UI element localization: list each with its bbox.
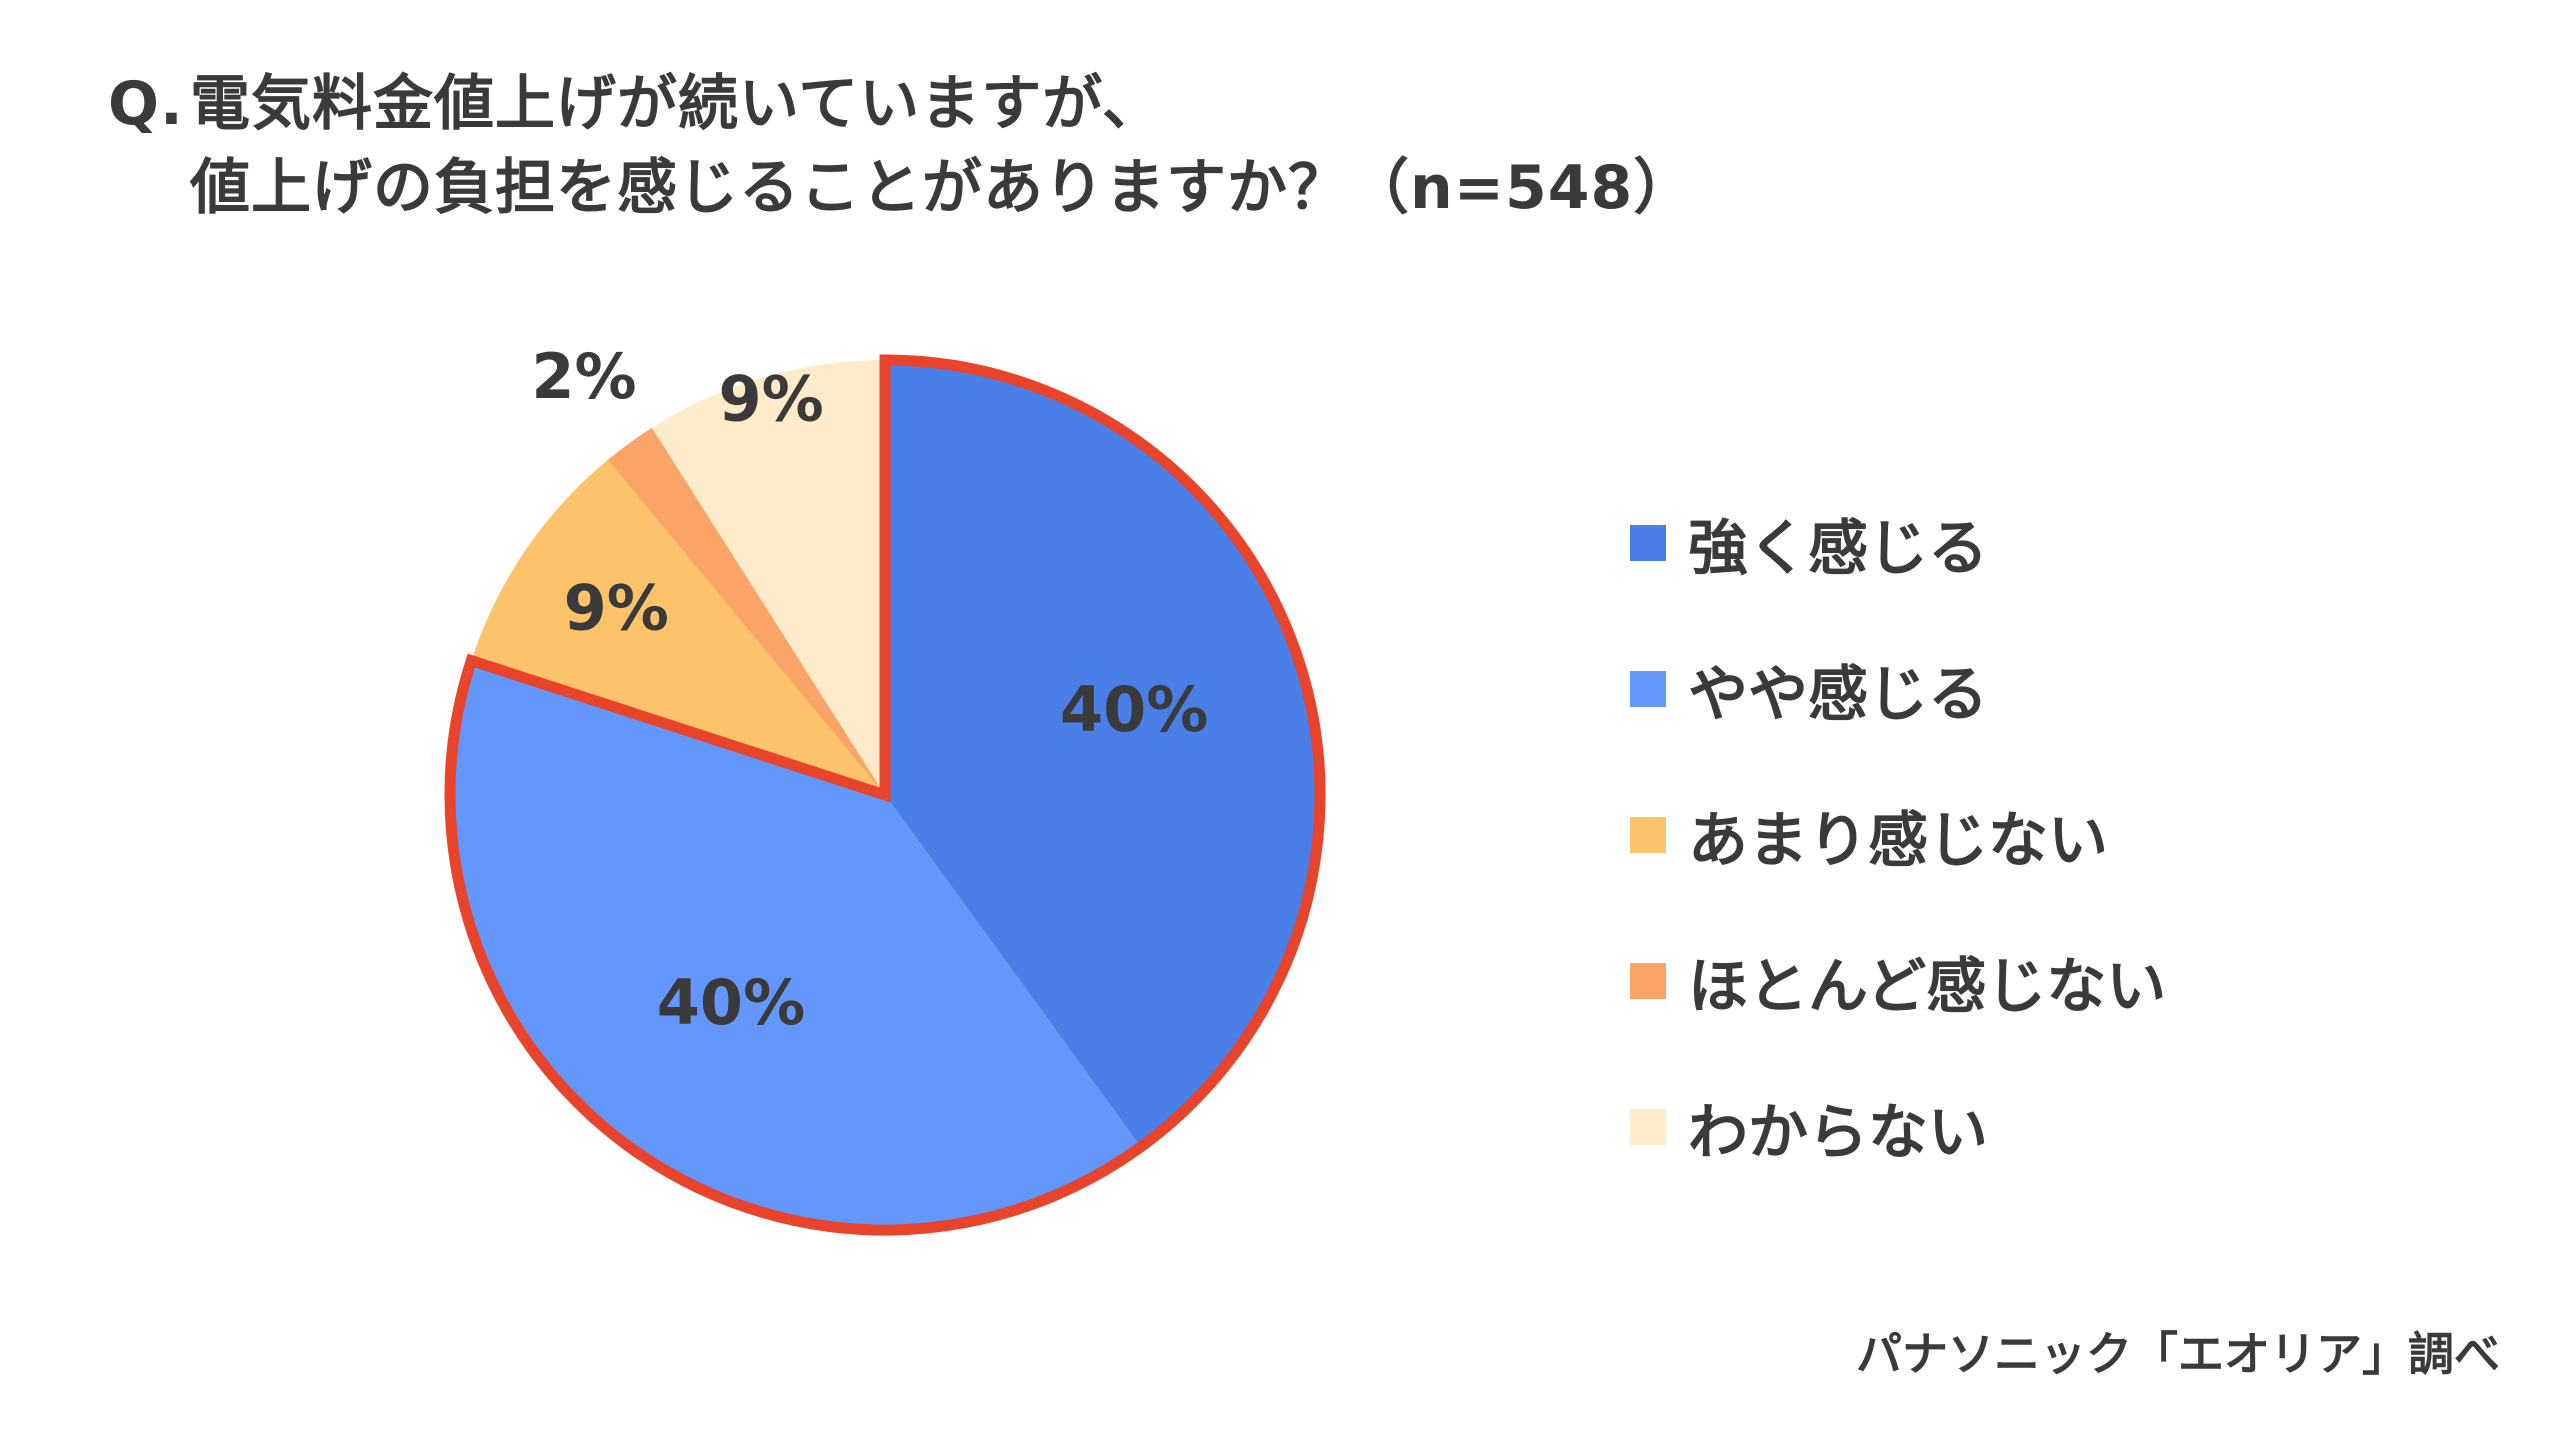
legend-item-2: やや感じる: [1630, 616, 2166, 762]
question-prefix: Q.: [108, 69, 184, 139]
legend-swatch: [1630, 525, 1666, 561]
legend-item-4: ほとんど感じない: [1630, 908, 2166, 1054]
slice-5-wedge: [651, 360, 885, 795]
pie-slices: [449, 360, 1320, 1230]
title-line-2: 値上げの負担を感じることがありますか？（n=548）: [190, 153, 1695, 223]
legend-swatch: [1630, 1109, 1666, 1145]
slice-4-wedge: [607, 427, 885, 795]
source-credit: パナソニック「エオリア」調べ: [1856, 1327, 2500, 1381]
legend-label: あまり感じない: [1688, 805, 2108, 876]
chart-title: Q. 電気料金値上げが続いていますが、 値上げの負担を感じることがありますか？（n…: [108, 62, 2008, 230]
legend-item-3: あまり感じない: [1630, 762, 2166, 908]
title-text-1: 電気料金値上げが続いていますが、: [190, 69, 1163, 139]
slice-1-value-label: 40%: [1060, 673, 1208, 746]
highlight-outline-path: [444, 354, 1326, 1236]
legend: 強く感じるやや感じるあまり感じない ほとんど感じない わからない: [1630, 470, 2166, 1200]
legend-swatch: [1630, 963, 1666, 999]
legend-label: 強く感じる: [1688, 513, 1988, 584]
slice-3-wedge: [471, 459, 885, 795]
legend-swatch: [1630, 817, 1666, 853]
pie-highlight-outline: [444, 354, 1326, 1236]
slice-2-wedge: [449, 660, 1141, 1230]
slice-1-wedge: [885, 360, 1320, 1147]
legend-item-1: 強く感じる: [1630, 470, 2166, 616]
slice-3-value-label: 9%: [564, 571, 669, 644]
legend-label: やや感じる: [1688, 659, 1988, 730]
title-line-1: Q. 電気料金値上げが続いていますが、: [108, 62, 2008, 146]
legend-label: ほとんど感じない: [1688, 951, 2167, 1022]
slice-4-value-label: 2%: [531, 340, 636, 413]
legend-label: わからない: [1688, 1097, 1988, 1168]
slice-2-value-label: 40%: [657, 966, 805, 1039]
slice-5-value-label: 9%: [719, 362, 824, 435]
pie-value-labels: 40% 40% 9% 2% 9%: [531, 340, 1208, 1039]
legend-item-5: わからない: [1630, 1054, 2166, 1200]
legend-swatch: [1630, 671, 1666, 707]
